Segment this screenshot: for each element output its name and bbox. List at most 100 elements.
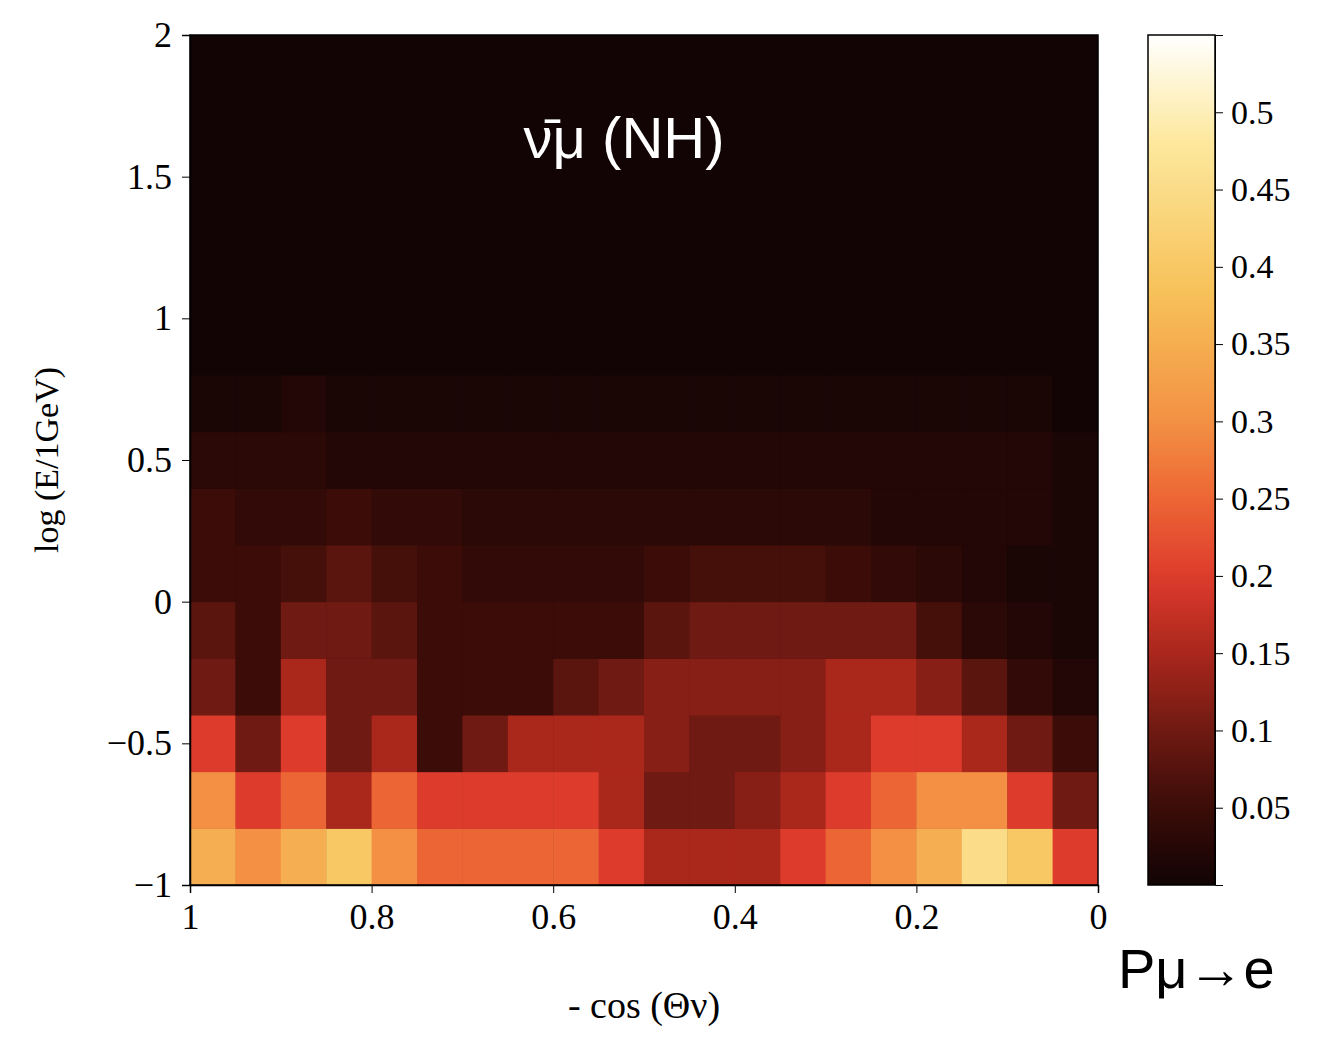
heat-cell [826, 715, 872, 772]
heat-cell [962, 205, 1008, 262]
heat-cell [826, 772, 872, 829]
heat-cell [1007, 488, 1053, 545]
heat-cell [417, 432, 463, 489]
y-tick-mark [182, 177, 190, 178]
heat-cell [916, 318, 962, 375]
heat-cell [780, 318, 826, 375]
heat-cell [1053, 262, 1098, 319]
x-tick: 0 [1090, 885, 1108, 937]
heat-cell [326, 545, 372, 602]
x-tick: 0.2 [894, 885, 939, 937]
heat-cell [644, 545, 690, 602]
heat-cell [826, 488, 872, 545]
heat-cell [599, 545, 645, 602]
heat-cell [326, 205, 372, 262]
heat-cell [689, 35, 735, 92]
heat-cell [599, 715, 645, 772]
heat-cell [962, 828, 1008, 885]
heat-cell [235, 318, 281, 375]
heat-cell [190, 92, 236, 149]
y-tick-label: 0.5 [127, 440, 172, 480]
heat-cell [508, 488, 554, 545]
heat-cell [644, 658, 690, 715]
heat-cell [916, 602, 962, 659]
heat-cell [780, 828, 826, 885]
x-axis-line [191, 886, 1099, 894]
heat-cell [1007, 35, 1053, 92]
heat-cell [916, 375, 962, 432]
colorbar-tick: 0.05 [1215, 789, 1291, 826]
heat-cell [780, 602, 826, 659]
heat-cell [281, 545, 327, 602]
heat-cell [826, 35, 872, 92]
heat-cell [417, 828, 463, 885]
heat-cell [326, 92, 372, 149]
heat-cell [644, 715, 690, 772]
x-tick-label: 0.4 [713, 897, 758, 937]
heat-cell [1007, 432, 1053, 489]
x-tick-mark [916, 885, 917, 893]
heat-cell [916, 262, 962, 319]
heat-cell [871, 658, 917, 715]
colorbar-tick-label: 0.35 [1231, 325, 1291, 362]
colorbar-tick-mark [1215, 730, 1223, 731]
heat-cell [190, 262, 236, 319]
heat-cell [735, 715, 781, 772]
heat-cell [372, 828, 418, 885]
heat-cell [235, 828, 281, 885]
y-tick: 1 [154, 298, 190, 338]
plot-background [190, 35, 1098, 885]
heat-cell [735, 772, 781, 829]
heat-cell [826, 602, 872, 659]
heat-cell [417, 148, 463, 205]
colorbar-tick-mark [1215, 576, 1223, 577]
heat-cell [508, 262, 554, 319]
colorbar-axis-line [1216, 36, 1224, 886]
heat-cell [372, 148, 418, 205]
heat-cell [689, 318, 735, 375]
heat-cell [780, 545, 826, 602]
heat-cell [235, 92, 281, 149]
heat-cell [553, 318, 599, 375]
heat-cell [871, 205, 917, 262]
heat-cell [235, 375, 281, 432]
heat-cell [462, 92, 508, 149]
heat-cell [190, 658, 236, 715]
heat-cell [689, 545, 735, 602]
heat-cell [326, 488, 372, 545]
heat-cell [1053, 92, 1098, 149]
colorbar-tick-label: 0.5 [1231, 94, 1274, 131]
heat-cell [553, 545, 599, 602]
heat-cell [826, 432, 872, 489]
heat-cell [553, 772, 599, 829]
y-tick: 0 [154, 582, 190, 622]
colorbar-tick: 0.1 [1215, 712, 1274, 749]
heat-cell [462, 828, 508, 885]
heat-cell [916, 658, 962, 715]
heat-cell [508, 35, 554, 92]
heat-cell [462, 262, 508, 319]
heat-cell [1053, 488, 1098, 545]
heat-cell [871, 318, 917, 375]
heat-cell [871, 545, 917, 602]
heat-cell [1053, 318, 1098, 375]
heat-cell [1007, 148, 1053, 205]
heat-cell [735, 318, 781, 375]
heat-cell [462, 715, 508, 772]
heat-cell [326, 148, 372, 205]
y-tick: 0.5 [127, 440, 190, 480]
heat-cell [735, 148, 781, 205]
colorbar-tick: 0.15 [1215, 635, 1291, 672]
heat-cell [372, 205, 418, 262]
heat-cell [599, 488, 645, 545]
heat-cell [417, 715, 463, 772]
heat-cell [644, 375, 690, 432]
heat-cell [780, 658, 826, 715]
heat-cell [372, 92, 418, 149]
heat-cell [508, 602, 554, 659]
y-tick-label: −1 [134, 865, 172, 905]
heat-cell [372, 715, 418, 772]
heat-cell [826, 545, 872, 602]
heat-cell [190, 375, 236, 432]
heat-cell [235, 658, 281, 715]
